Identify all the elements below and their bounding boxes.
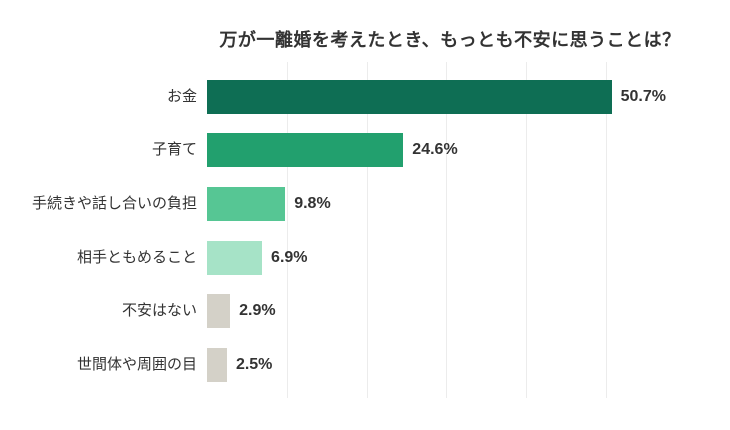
category-label: 相手ともめること <box>76 248 197 266</box>
value-label: 2.5% <box>235 356 273 373</box>
category-label: 不安はない <box>121 302 197 320</box>
category-label: 世間体や周囲の目 <box>76 356 197 373</box>
bar <box>207 133 404 168</box>
bar <box>207 186 286 221</box>
bar <box>207 240 263 275</box>
gridline <box>526 62 528 398</box>
value-label: 9.8% <box>294 194 331 212</box>
bar <box>207 348 227 382</box>
value-label: 24.6% <box>412 141 458 159</box>
gridline <box>606 62 607 398</box>
gridline <box>366 62 368 398</box>
category-label: 子育て <box>151 141 197 159</box>
value-label: 50.7% <box>620 87 666 105</box>
chart-title: 万が一離婚を考えたとき、もっとも不安に思うことは？ <box>219 30 681 50</box>
gridline <box>446 62 448 398</box>
value-label: 6.9% <box>271 248 308 266</box>
category-label: お金 <box>166 87 197 105</box>
bar <box>207 79 612 114</box>
gridline <box>286 62 288 398</box>
bar <box>207 294 231 329</box>
category-label: 手続きや話し合いの負担 <box>31 194 197 212</box>
value-label: 2.9% <box>239 302 276 320</box>
